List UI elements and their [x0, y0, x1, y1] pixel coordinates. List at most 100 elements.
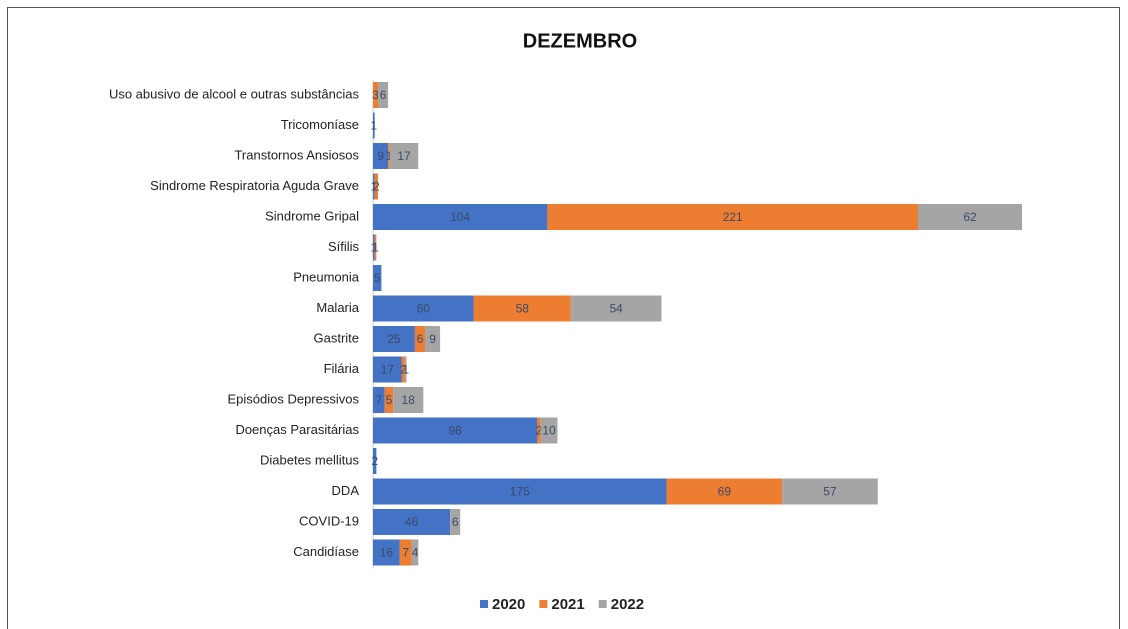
bar-segment — [373, 265, 382, 291]
data-label: 1 — [370, 119, 377, 133]
category-label: Episódios Depressivos — [227, 391, 359, 406]
bar-segment — [424, 326, 441, 352]
chart-title: DEZEMBRO — [523, 30, 637, 52]
data-label: 60 — [417, 302, 431, 316]
data-label: 104 — [450, 210, 470, 224]
data-label: 1 — [402, 363, 409, 377]
frame — [7, 7, 1120, 629]
bar-segment — [404, 356, 407, 383]
legend-label: 2022 — [611, 596, 644, 613]
data-label: 2 — [373, 180, 380, 194]
category-label: Doenças Parasitárias — [235, 422, 359, 437]
data-label: 4 — [412, 546, 419, 560]
data-label: 1 — [372, 241, 379, 255]
data-label: 1 — [370, 241, 377, 255]
data-label: 58 — [516, 302, 530, 316]
bar-segment — [373, 417, 538, 444]
bar-segment — [918, 204, 1022, 230]
category-label: DDA — [332, 483, 360, 498]
bar-segment — [782, 478, 878, 505]
bar-segment — [450, 509, 461, 535]
bar-segment — [373, 143, 389, 169]
data-label: 2 — [371, 454, 378, 468]
bar-segment — [540, 417, 558, 444]
bar-segment — [399, 539, 412, 566]
legend-label: 2021 — [551, 596, 584, 613]
data-label: 25 — [387, 332, 401, 346]
bar-segment — [384, 387, 394, 413]
data-label: 6 — [380, 88, 387, 102]
data-label: 17 — [397, 149, 411, 163]
category-label: Uso abusivo de alcool e outras substânci… — [109, 86, 360, 101]
bar-segment — [373, 173, 375, 200]
bar-segment — [374, 173, 379, 200]
data-label: 5 — [386, 393, 393, 407]
data-label: 17 — [381, 363, 395, 377]
legend-label: 2020 — [492, 596, 525, 613]
bar-segment — [373, 326, 415, 352]
bar-segment — [393, 387, 424, 413]
bar-segment — [666, 478, 783, 505]
bar-segment — [373, 448, 377, 474]
category-label: Sífilis — [328, 239, 360, 254]
data-label: 9 — [377, 149, 384, 163]
bar-segment — [373, 82, 379, 108]
data-label: 54 — [609, 302, 623, 316]
data-label: 6 — [452, 515, 459, 529]
bar-segment — [373, 356, 402, 383]
data-label: 16 — [380, 546, 394, 560]
category-label: Sindrome Respiratoria Aguda Grave — [150, 178, 359, 193]
bar-segment — [373, 112, 375, 139]
data-label: 98 — [448, 424, 462, 438]
data-label: 57 — [823, 485, 837, 499]
category-label: Sindrome Gripal — [265, 208, 359, 223]
data-label: 2 — [400, 363, 407, 377]
data-label: 7 — [402, 546, 409, 560]
bar-segment — [378, 82, 389, 108]
data-label: 1 — [386, 149, 393, 163]
bar-segment — [401, 356, 405, 383]
category-label: Gastrite — [313, 330, 359, 345]
bar-segment — [373, 539, 400, 566]
bar-segment — [414, 326, 425, 352]
category-label: COVID-19 — [299, 513, 359, 528]
data-label: 46 — [405, 515, 419, 529]
bar-segment — [373, 234, 375, 261]
data-label: 6 — [417, 332, 424, 346]
data-label: 5 — [374, 271, 381, 285]
category-label: Pneumonia — [293, 269, 360, 284]
category-label: Filária — [324, 361, 360, 376]
category-label: Candidíase — [293, 544, 359, 559]
bar-segment — [537, 417, 541, 444]
category-label: Diabetes mellitus — [260, 452, 359, 467]
data-label: 7 — [376, 393, 383, 407]
data-label: 175 — [510, 485, 530, 499]
category-label: Transtornos Ansiosos — [234, 147, 359, 162]
data-label: 18 — [402, 393, 416, 407]
bar-segment — [373, 509, 451, 535]
bar-segment — [570, 295, 662, 322]
bar-segment — [547, 204, 919, 230]
legend-swatch — [598, 600, 607, 608]
data-label: 1 — [370, 180, 377, 194]
legend-swatch — [480, 600, 488, 608]
data-label: 69 — [718, 485, 732, 499]
category-label: Tricomoníase — [281, 117, 359, 132]
data-label: 10 — [542, 424, 556, 438]
bar-segment — [373, 295, 474, 322]
bar-segment — [473, 295, 571, 322]
data-label: 2 — [536, 424, 543, 438]
data-label: 3 — [372, 88, 379, 102]
bar-segment — [373, 478, 667, 505]
data-label: 9 — [429, 332, 436, 346]
data-label: 221 — [723, 210, 743, 224]
bar-segment — [389, 143, 419, 169]
bar-segment — [388, 143, 390, 169]
category-label: Malaria — [316, 300, 359, 315]
data-label: 62 — [963, 210, 977, 224]
bar-segment — [373, 204, 548, 230]
bar-segment — [374, 234, 377, 261]
bar-segment — [411, 539, 419, 566]
bar-segment — [373, 387, 385, 413]
